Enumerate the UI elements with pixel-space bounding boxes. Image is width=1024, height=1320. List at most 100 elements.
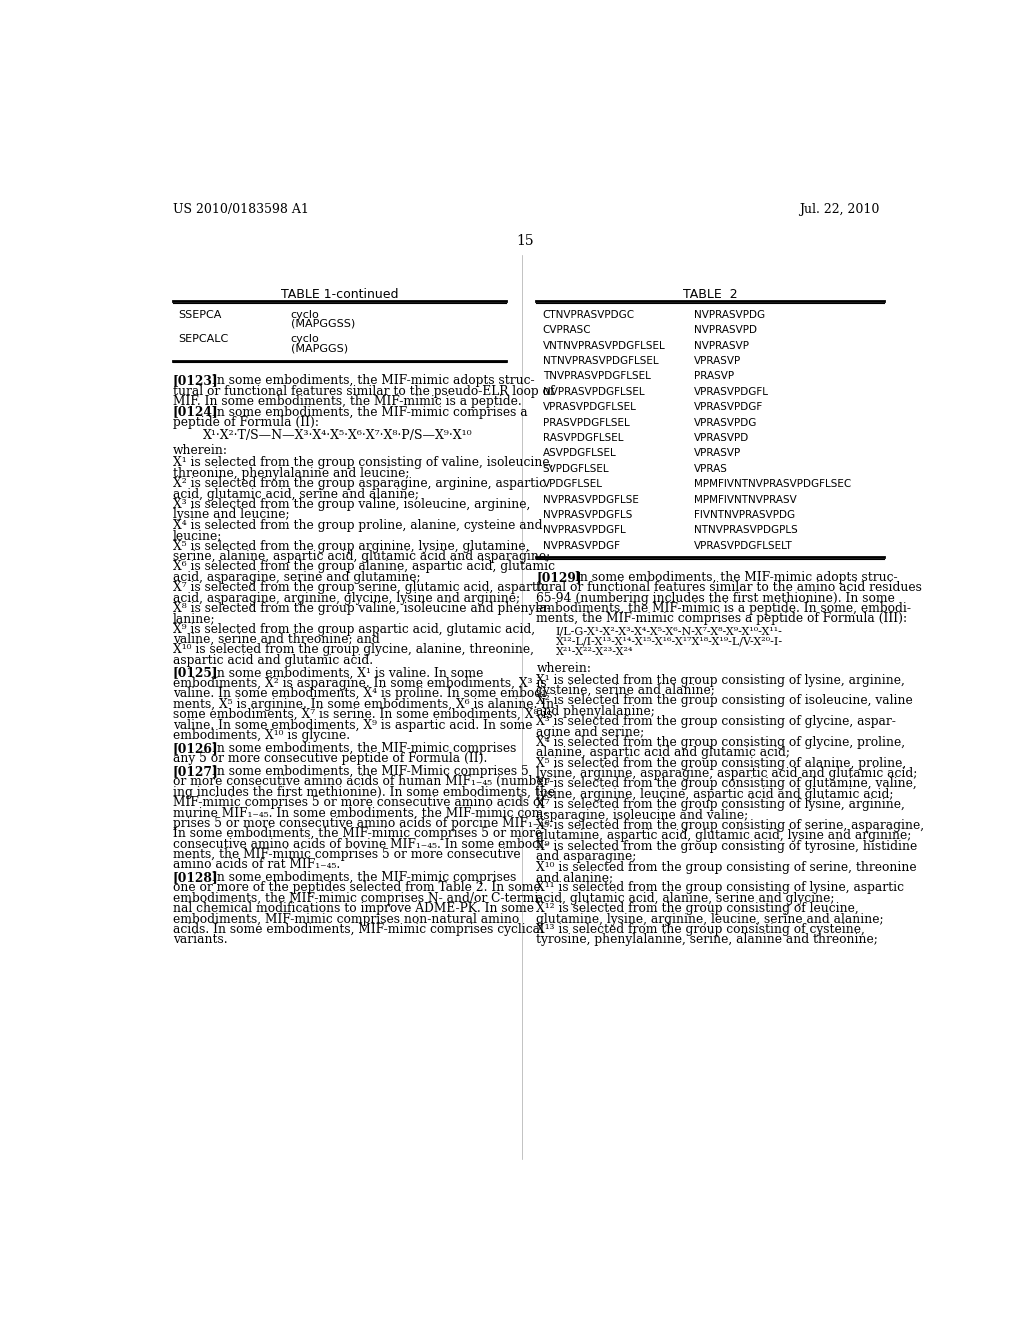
Text: VNTNVPRASVPDGFLSEL: VNTNVPRASVPDGFLSEL — [543, 341, 666, 351]
Text: VPRAS: VPRAS — [693, 463, 728, 474]
Text: any 5 or more consecutive peptide of Formula (II).: any 5 or more consecutive peptide of For… — [173, 752, 487, 766]
Text: NVPRASVPDGFLS: NVPRASVPDGFLS — [543, 510, 632, 520]
Text: X⁸ is selected from the group valine, isoleucine and phenyla-: X⁸ is selected from the group valine, is… — [173, 602, 551, 615]
Text: murine MIF₁₋₄₅. In some embodiments, the MIF-mimic com-: murine MIF₁₋₄₅. In some embodiments, the… — [173, 807, 548, 820]
Text: SSEPCA: SSEPCA — [178, 310, 222, 319]
Text: X⁵ is selected from the group arginine, lysine, glutamine,: X⁵ is selected from the group arginine, … — [173, 540, 529, 553]
Text: NVPRASVP: NVPRASVP — [693, 341, 749, 351]
Text: VPRASVPDGFLSEL: VPRASVPDGFLSEL — [543, 403, 637, 412]
Text: VPRASVPD: VPRASVPD — [693, 433, 749, 444]
Text: (MAPGGSS): (MAPGGSS) — [291, 319, 355, 329]
Text: In some embodiments, the MIF-mimic adopts struc-: In some embodiments, the MIF-mimic adopt… — [575, 570, 898, 583]
Text: valine. In some embodiments, X⁴ is proline. In some embodi-: valine. In some embodiments, X⁴ is proli… — [173, 688, 550, 701]
Text: wherein:: wherein: — [537, 661, 592, 675]
Text: amino acids of rat MIF₁₋₄₅.: amino acids of rat MIF₁₋₄₅. — [173, 858, 340, 871]
Text: X⁸ is selected from the group consisting of serine, asparagine,: X⁸ is selected from the group consisting… — [537, 818, 925, 832]
Text: X⁵ is selected from the group consisting of alanine, proline,: X⁵ is selected from the group consisting… — [537, 756, 906, 770]
Text: X⁴ is selected from the group proline, alanine, cysteine and: X⁴ is selected from the group proline, a… — [173, 519, 543, 532]
Text: lysine, arginine, leucine, aspartic acid and glutamic acid;: lysine, arginine, leucine, aspartic acid… — [537, 788, 894, 801]
Text: RASVPDGFLSEL: RASVPDGFLSEL — [543, 433, 624, 444]
Text: TABLE 1-continued: TABLE 1-continued — [281, 288, 398, 301]
Text: and alanine;: and alanine; — [537, 871, 613, 884]
Text: CVPRASC: CVPRASC — [543, 325, 591, 335]
Text: lanine;: lanine; — [173, 612, 216, 626]
Text: NVPRASVPDGFL: NVPRASVPDGFL — [543, 525, 626, 536]
Text: I/L-G-X¹-X²-X³-X⁴-X⁵-X⁶-N-X⁷-X⁸-X⁹-X¹⁰-X¹¹-: I/L-G-X¹-X²-X³-X⁴-X⁵-X⁶-N-X⁷-X⁸-X⁹-X¹⁰-X… — [556, 627, 782, 636]
Text: serine, alanine, aspartic acid, glutamic acid and asparagine;: serine, alanine, aspartic acid, glutamic… — [173, 550, 550, 562]
Text: In some embodiments, the MIF-mimic comprises: In some embodiments, the MIF-mimic compr… — [212, 871, 516, 884]
Text: [0127]: [0127] — [173, 764, 219, 777]
Text: tural or functional features similar to the pseudo-ELR loop of: tural or functional features similar to … — [173, 385, 554, 397]
Text: acid, asparagine, serine and glutamine;: acid, asparagine, serine and glutamine; — [173, 570, 421, 583]
Text: VPDGFLSEL: VPDGFLSEL — [543, 479, 603, 490]
Text: MPMFIVNTNVPRASVPDGFLSEC: MPMFIVNTNVPRASVPDGFLSEC — [693, 479, 851, 490]
Text: X³ is selected from the group consisting of glycine, aspar-: X³ is selected from the group consisting… — [537, 715, 896, 729]
Text: lysine and leucine;: lysine and leucine; — [173, 508, 290, 521]
Text: acid, asparagine, arginine, glycine, lysine and arginine;: acid, asparagine, arginine, glycine, lys… — [173, 591, 520, 605]
Text: variants.: variants. — [173, 933, 227, 946]
Text: aspartic acid and glutamic acid.: aspartic acid and glutamic acid. — [173, 653, 373, 667]
Text: [0129]: [0129] — [537, 570, 582, 583]
Text: embodiments, the MIF-mimic is a peptide. In some, embodi-: embodiments, the MIF-mimic is a peptide.… — [537, 602, 911, 615]
Text: tural or functional features similar to the amino acid residues: tural or functional features similar to … — [537, 581, 923, 594]
Text: X⁷ is selected from the group serine, glutamic acid, aspartic: X⁷ is selected from the group serine, gl… — [173, 581, 548, 594]
Text: X¹¹ is selected from the group consisting of lysine, aspartic: X¹¹ is selected from the group consistin… — [537, 882, 904, 895]
Text: consecutive amino acids of bovine MIF₁₋₄₅. In some embodi-: consecutive amino acids of bovine MIF₁₋₄… — [173, 838, 548, 850]
Text: acid, glutamic acid, alanine, serine and glycine;: acid, glutamic acid, alanine, serine and… — [537, 892, 835, 904]
Text: embodiments, MIF-mimic comprises non-natural amino: embodiments, MIF-mimic comprises non-nat… — [173, 912, 519, 925]
Text: valine. In some embodiments, X⁹ is aspartic acid. In some: valine. In some embodiments, X⁹ is aspar… — [173, 718, 532, 731]
Text: nal chemical modifications to improve ADME-PK. In some: nal chemical modifications to improve AD… — [173, 903, 534, 915]
Text: peptide of Formula (II):: peptide of Formula (II): — [173, 416, 318, 429]
Text: TABLE  2: TABLE 2 — [683, 288, 737, 301]
Text: In some embodiments, the MIF-mimic comprises: In some embodiments, the MIF-mimic compr… — [212, 742, 516, 755]
Text: cyclo: cyclo — [291, 310, 319, 319]
Text: VPRASVP: VPRASVP — [693, 356, 741, 366]
Text: glutamine, lysine, arginine, leucine, serine and alanine;: glutamine, lysine, arginine, leucine, se… — [537, 912, 884, 925]
Text: embodiments, X¹⁰ is glycine.: embodiments, X¹⁰ is glycine. — [173, 729, 350, 742]
Text: X¹²-L/I-X¹³-X¹⁴-X¹⁵-X¹⁶-X¹⁷X¹⁸-X¹⁹-L/V-X²⁰-I-: X¹²-L/I-X¹³-X¹⁴-X¹⁵-X¹⁶-X¹⁷X¹⁸-X¹⁹-L/V-X… — [556, 638, 783, 647]
Text: NVPRASVPD: NVPRASVPD — [693, 325, 757, 335]
Text: asparagine, isoleucine and valine;: asparagine, isoleucine and valine; — [537, 809, 749, 821]
Text: NVPRASVPDGFLSEL: NVPRASVPDGFLSEL — [543, 387, 644, 397]
Text: X¹·X²·T/S—N—X³·X⁴·X⁵·X⁶·X⁷·X⁸·P/S—X⁹·X¹⁰: X¹·X²·T/S—N—X³·X⁴·X⁵·X⁶·X⁷·X⁸·P/S—X⁹·X¹⁰ — [203, 429, 472, 442]
Text: threonine, phenylalanine and leucine;: threonine, phenylalanine and leucine; — [173, 467, 410, 479]
Text: NTNVPRASVPDGPLS: NTNVPRASVPDGPLS — [693, 525, 798, 536]
Text: cyclo: cyclo — [291, 334, 319, 345]
Text: MIF-mimic comprises 5 or more consecutive amino acids of: MIF-mimic comprises 5 or more consecutiv… — [173, 796, 545, 809]
Text: prises 5 or more consecutive amino acids of porcine MIF₁₋₄₅.: prises 5 or more consecutive amino acids… — [173, 817, 553, 830]
Text: [0125]: [0125] — [173, 667, 218, 680]
Text: and phenylalanine;: and phenylalanine; — [537, 705, 655, 718]
Text: X⁶ is selected from the group consisting of glutamine, valine,: X⁶ is selected from the group consisting… — [537, 777, 918, 791]
Text: NVPRASVPDGFLSE: NVPRASVPDGFLSE — [543, 495, 639, 504]
Text: In some embodiments, the MIF-Mimic comprises 5: In some embodiments, the MIF-Mimic compr… — [212, 764, 528, 777]
Text: In some embodiments, the MIF-mimic comprises a: In some embodiments, the MIF-mimic compr… — [212, 405, 527, 418]
Text: VPRASVPDGFL: VPRASVPDGFL — [693, 387, 769, 397]
Text: 65-94 (numbering includes the first methionine). In some: 65-94 (numbering includes the first meth… — [537, 591, 895, 605]
Text: NVPRASVPDG: NVPRASVPDG — [693, 310, 765, 319]
Text: FIVNTNVPRASVPDG: FIVNTNVPRASVPDG — [693, 510, 795, 520]
Text: VPRASVPDGF: VPRASVPDGF — [693, 403, 763, 412]
Text: In some embodiments, X¹ is valine. In some: In some embodiments, X¹ is valine. In so… — [212, 667, 483, 680]
Text: X⁷ is selected from the group consisting of lysine, arginine,: X⁷ is selected from the group consisting… — [537, 799, 905, 812]
Text: Jul. 22, 2010: Jul. 22, 2010 — [800, 203, 880, 216]
Text: embodiments, the MIF-mimic comprises N- and/or C-termi-: embodiments, the MIF-mimic comprises N- … — [173, 892, 543, 904]
Text: [0124]: [0124] — [173, 405, 218, 418]
Text: lysine, arginine, asparagine, aspartic acid and glutamic acid;: lysine, arginine, asparagine, aspartic a… — [537, 767, 918, 780]
Text: ASVPDGFLSEL: ASVPDGFLSEL — [543, 449, 616, 458]
Text: (MAPGGS): (MAPGGS) — [291, 343, 348, 354]
Text: and asparagine;: and asparagine; — [537, 850, 637, 863]
Text: [0126]: [0126] — [173, 742, 218, 755]
Text: X¹⁰ is selected from the group glycine, alanine, threonine,: X¹⁰ is selected from the group glycine, … — [173, 644, 534, 656]
Text: CTNVPRASVPDGC: CTNVPRASVPDGC — [543, 310, 635, 319]
Text: acids. In some embodiments, MIF-mimic comprises cyclical: acids. In some embodiments, MIF-mimic co… — [173, 923, 544, 936]
Text: NTNVPRASVPDGFLSEL: NTNVPRASVPDGFLSEL — [543, 356, 658, 366]
Text: In some embodiments, the MIF-mimic adopts struc-: In some embodiments, the MIF-mimic adopt… — [212, 375, 535, 387]
Text: wherein:: wherein: — [173, 445, 228, 458]
Text: SEPCALC: SEPCALC — [178, 334, 228, 345]
Text: VPRASVPDGFLSELT: VPRASVPDGFLSELT — [693, 541, 793, 550]
Text: X¹³ is selected from the group consisting of cysteine,: X¹³ is selected from the group consistin… — [537, 923, 865, 936]
Text: [0128]: [0128] — [173, 871, 218, 884]
Text: X⁹ is selected from the group aspartic acid, glutamic acid,: X⁹ is selected from the group aspartic a… — [173, 623, 536, 636]
Text: X¹⁰ is selected from the group consisting of serine, threonine: X¹⁰ is selected from the group consistin… — [537, 861, 918, 874]
Text: US 2010/0183598 A1: US 2010/0183598 A1 — [173, 203, 309, 216]
